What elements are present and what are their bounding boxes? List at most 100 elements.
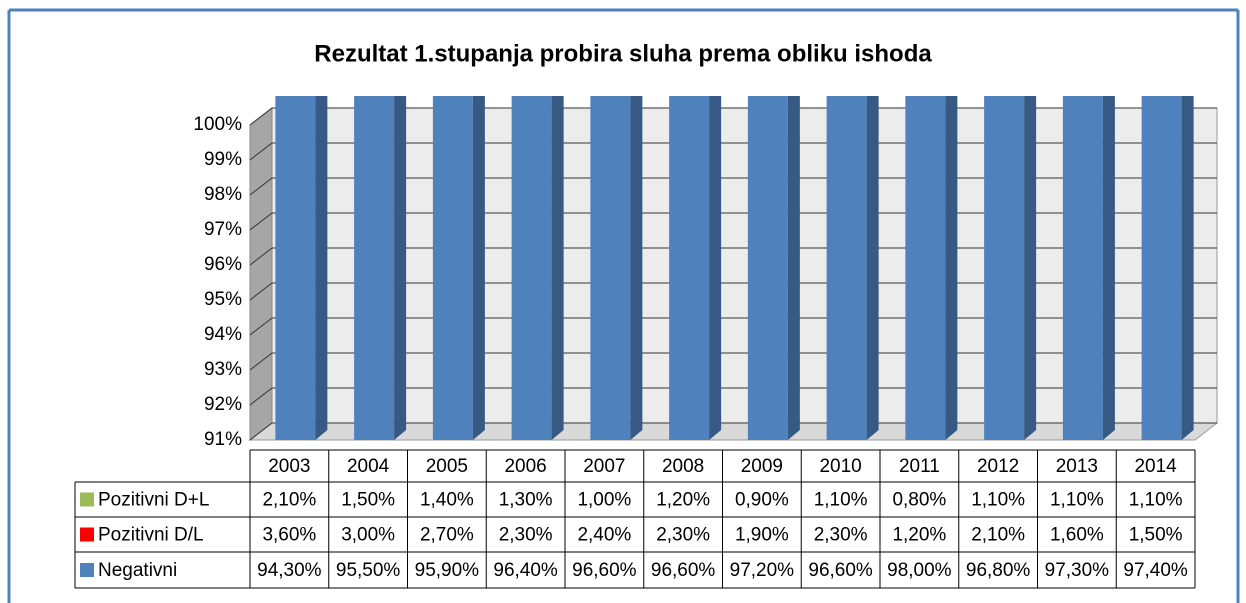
value-label: 2,10% (262, 490, 316, 511)
bar-side (472, 96, 485, 440)
bar (905, 96, 946, 440)
legend-label: Pozitivni D+L (98, 490, 209, 511)
y-tick-label: 98% (204, 184, 242, 205)
value-label: 1,10% (814, 490, 868, 511)
x-tick-label: 2008 (662, 456, 704, 477)
grid-line (249, 107, 273, 126)
value-label: 94,30% (257, 560, 322, 581)
y-tick-label: 95% (204, 289, 242, 310)
bar-side (394, 96, 407, 440)
x-tick-label: 2010 (819, 456, 861, 477)
bar-side (315, 96, 328, 440)
value-label: 3,00% (341, 525, 395, 546)
value-label: 1,00% (577, 490, 631, 511)
bar (669, 96, 710, 440)
x-tick-label: 2013 (1056, 456, 1098, 477)
value-label: 3,60% (262, 525, 316, 546)
x-tick-label: 2004 (347, 456, 390, 477)
value-label: 98,00% (887, 560, 952, 581)
value-label: 1,10% (971, 490, 1025, 511)
bar-side (551, 96, 564, 440)
value-label: 2,30% (656, 525, 710, 546)
value-label: 0,90% (735, 490, 789, 511)
legend-swatch (80, 527, 94, 542)
value-label: 1,20% (656, 490, 710, 511)
x-tick-label: 2007 (583, 456, 625, 477)
value-label: 96,60% (572, 560, 637, 581)
y-tick-label: 92% (204, 394, 242, 415)
bar (275, 96, 316, 440)
bar-side (1181, 96, 1194, 440)
value-label: 2,30% (814, 525, 868, 546)
grid-line (249, 352, 273, 371)
value-label: 1,60% (1050, 525, 1104, 546)
bar-side (787, 96, 800, 440)
value-label: 1,50% (341, 490, 395, 511)
value-label: 1,10% (1050, 490, 1104, 511)
bar-side (630, 96, 643, 440)
y-tick-label: 91% (204, 429, 242, 450)
bar-side (945, 96, 958, 440)
x-tick-label: 2009 (741, 456, 783, 477)
value-label: 1,40% (420, 490, 474, 511)
value-label: 2,10% (971, 525, 1025, 546)
bar (511, 96, 552, 440)
y-tick-label: 96% (204, 254, 242, 275)
legend-label: Negativni (98, 560, 177, 581)
value-label: 1,90% (735, 525, 789, 546)
grid-line (249, 142, 273, 161)
value-label: 1,20% (892, 525, 946, 546)
grid-line (249, 212, 273, 231)
bar-side (1102, 96, 1115, 440)
legend-swatch (80, 563, 94, 577)
y-tick-label: 97% (204, 219, 242, 240)
bar (747, 96, 788, 440)
value-label: 96,80% (966, 560, 1031, 581)
y-tick-label: 99% (204, 149, 242, 170)
plot (275, 96, 1194, 440)
bar (984, 96, 1025, 440)
value-label: 2,70% (420, 525, 474, 546)
grid-line (249, 317, 273, 336)
value-label: 1,10% (1129, 490, 1183, 511)
value-label: 1,30% (499, 490, 553, 511)
x-tick-label: 2006 (504, 456, 546, 477)
value-label: 97,30% (1045, 560, 1110, 581)
x-tick-label: 2005 (426, 456, 468, 477)
value-label: 97,20% (730, 560, 795, 581)
y-tick-label: 100% (193, 114, 242, 135)
grid-line (249, 247, 273, 266)
bar (826, 96, 867, 440)
chart-title: Rezultat 1.stupanja probira sluha prema … (314, 40, 932, 67)
legend-swatch (80, 492, 94, 507)
y-tick-label: 93% (204, 359, 242, 380)
value-label: 0,80% (892, 490, 946, 511)
value-label: 96,60% (808, 560, 873, 581)
bar-side (1024, 96, 1037, 440)
bar (590, 96, 631, 440)
value-label: 95,90% (415, 560, 480, 581)
value-label: 2,30% (499, 525, 553, 546)
x-tick-label: 2012 (977, 456, 1019, 477)
value-label: 97,40% (1123, 560, 1188, 581)
x-tick-label: 2003 (268, 456, 310, 477)
grid-line (249, 422, 273, 441)
x-tick-label: 2011 (899, 456, 940, 477)
y-tick-label: 94% (204, 324, 242, 345)
grid-line (249, 177, 273, 196)
bar (432, 96, 473, 440)
bar (354, 96, 395, 440)
value-label: 2,40% (577, 525, 631, 546)
bar (1141, 96, 1182, 440)
grid-line (249, 282, 273, 301)
legend-label: Pozitivni D/L (98, 525, 204, 546)
bar (1062, 96, 1103, 440)
x-tick-label: 2014 (1134, 456, 1177, 477)
value-label: 96,40% (493, 560, 558, 581)
bar-side (866, 96, 879, 440)
bar-side (709, 96, 722, 440)
grid-line (249, 387, 273, 406)
value-label: 95,50% (336, 560, 401, 581)
value-label: 96,60% (651, 560, 716, 581)
